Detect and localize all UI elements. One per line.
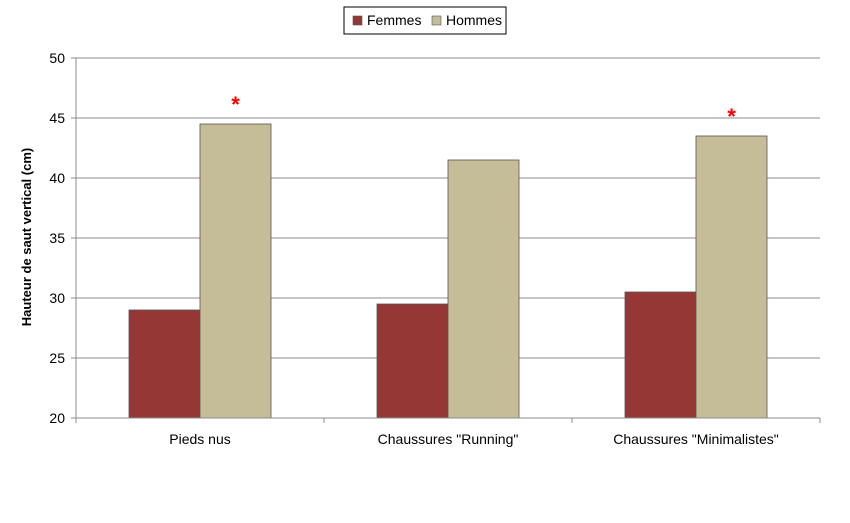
y-axis-label: Hauteur de saut vertical (cm) xyxy=(19,148,34,326)
y-tick-label: 30 xyxy=(49,290,65,306)
x-tick-label: Pieds nus xyxy=(169,431,230,447)
y-tick-label: 40 xyxy=(49,170,65,186)
legend-label-hommes: Hommes xyxy=(446,12,502,28)
significance-star: * xyxy=(231,92,240,117)
legend-box xyxy=(343,6,507,35)
bar-femmes-1 xyxy=(376,303,449,419)
y-tick-label: 50 xyxy=(49,50,65,66)
legend-swatch-hommes xyxy=(431,15,442,26)
x-tick-label: Chaussures "Running" xyxy=(378,431,519,447)
legend: Femmes Hommes xyxy=(343,6,507,35)
bar-hommes-2 xyxy=(695,135,768,419)
legend-label-femmes: Femmes xyxy=(367,12,421,28)
x-tick-label: Chaussures "Minimalistes" xyxy=(613,431,779,447)
bars xyxy=(128,123,768,419)
significance-markers: * * xyxy=(231,92,736,129)
bar-femmes-0 xyxy=(128,309,201,419)
y-tick-labels: 20 25 30 35 40 45 50 xyxy=(49,50,65,426)
significance-star: * xyxy=(727,104,736,129)
y-tick-label: 35 xyxy=(49,230,65,246)
legend-swatch-femmes xyxy=(352,15,363,26)
y-tick-label: 25 xyxy=(49,350,65,366)
bar-hommes-0 xyxy=(199,123,272,419)
axes xyxy=(71,57,821,423)
x-tick-labels: Pieds nus Chaussures "Running" Chaussures … xyxy=(169,431,779,447)
y-tick-label: 45 xyxy=(49,110,65,126)
bar-femmes-2 xyxy=(624,291,697,419)
y-tick-label: 20 xyxy=(49,410,65,426)
bar-hommes-1 xyxy=(447,159,520,419)
